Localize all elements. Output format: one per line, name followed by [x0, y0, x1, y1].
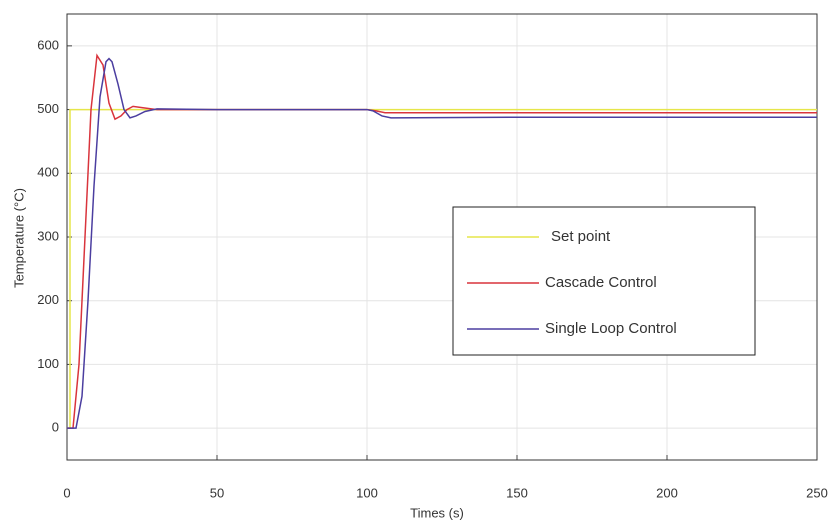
legend-label: Set point: [551, 228, 611, 245]
y-tick-label: 600: [37, 37, 59, 52]
y-tick-label: 0: [52, 420, 59, 435]
x-tick-label: 50: [210, 485, 224, 500]
plot-frame: [66, 13, 818, 461]
x-tick-label: 150: [506, 485, 528, 500]
x-tick-label: 0: [63, 485, 70, 500]
y-axis-label: Temperature (°C): [11, 188, 26, 288]
legend-box: [452, 206, 756, 356]
x-axis-label: Times (s): [410, 505, 464, 520]
x-tick-label: 250: [806, 485, 828, 500]
y-tick-label: 100: [37, 356, 59, 371]
y-tick-label: 400: [37, 165, 59, 180]
x-tick-label: 200: [656, 485, 678, 500]
x-tick-label: 100: [356, 485, 378, 500]
y-tick-label: 500: [37, 101, 59, 116]
legend-label: Cascade Control: [545, 274, 657, 291]
y-tick-label: 300: [37, 228, 59, 243]
series-line: [67, 57, 817, 429]
legend-label: Single Loop Control: [545, 320, 677, 337]
series-line: [67, 53, 817, 429]
y-tick-label: 200: [37, 292, 59, 307]
